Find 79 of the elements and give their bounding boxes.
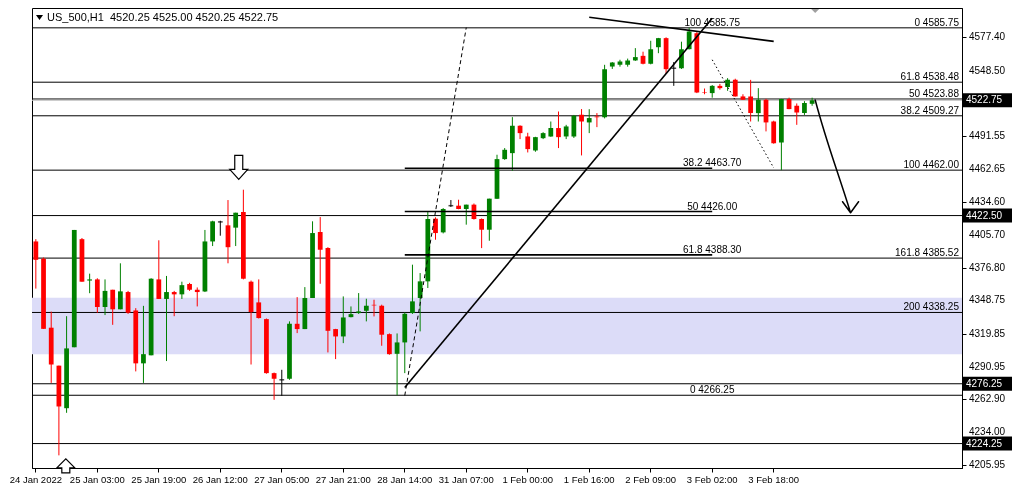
annotation: 50 4426.00 [687, 200, 738, 212]
annotation: 0 4266.25 [689, 384, 735, 396]
x-tick-label: 25 Jan 03:00 [69, 473, 125, 485]
annotation: 61.8 4538.48 [900, 71, 960, 83]
x-tick-label: 26 Jan 12:00 [192, 473, 248, 485]
x-tick-label: 28 Jan 14:00 [377, 473, 433, 485]
candlestick [164, 275, 169, 362]
candlestick [771, 120, 777, 145]
x-tick-label: 31 Jan 07:00 [438, 473, 494, 485]
candlestick [356, 292, 362, 315]
candlestick [571, 114, 577, 139]
y-tick-label: 4262.90 [969, 393, 1006, 405]
x-tick-label: 3 Feb 02:00 [686, 473, 738, 485]
x-tick-label: 27 Jan 21:00 [315, 473, 371, 485]
candlestick [363, 298, 369, 322]
ref-line-label: 4522.75 [966, 94, 1003, 106]
candlestick [433, 216, 438, 241]
candlestick [556, 111, 561, 149]
y-tick-label: 4491.55 [969, 130, 1006, 142]
y-tick-label: 4577.40 [969, 31, 1006, 43]
candlestick [156, 239, 162, 300]
candlestick [194, 286, 200, 307]
x-tick-label: 3 Feb 18:00 [748, 473, 800, 485]
candlestick [748, 79, 754, 122]
candlestick [141, 305, 146, 384]
candlestick [333, 328, 338, 360]
candlestick [33, 238, 39, 290]
candlestick [479, 217, 485, 249]
annotation: 61.8 4388.30 [683, 243, 742, 255]
x-tick-label: 2 Feb 09:00 [625, 473, 677, 485]
ref-line-label: 4276.25 [966, 377, 1003, 389]
candlestick [586, 108, 592, 134]
candlestick [233, 212, 239, 247]
candlestick [317, 216, 323, 285]
annotation: 0 4585.75 [914, 16, 960, 28]
candlestick [171, 290, 177, 317]
candlestick [809, 97, 815, 107]
y-tick-label: 4462.65 [969, 163, 1006, 175]
candlestick [387, 332, 392, 356]
candlestick [417, 272, 423, 332]
candlestick [110, 289, 116, 326]
x-tick-label: 1 Feb 00:00 [502, 473, 554, 485]
annotation: 38.2 4463.70 [683, 157, 742, 169]
candlestick [440, 207, 446, 234]
candlestick [579, 108, 584, 156]
annotation: 161.8 4385.52 [895, 247, 960, 259]
candlestick [179, 281, 185, 300]
y-tick-label: 4376.80 [969, 262, 1006, 274]
annotation: 100 4462.00 [903, 159, 960, 171]
x-tick-label: 25 Jan 19:00 [131, 473, 187, 485]
y-tick-label: 4405.70 [969, 228, 1006, 240]
candlestick [679, 41, 684, 70]
annotation: 50 4523.88 [908, 87, 960, 99]
x-tick-label: 1 Feb 16:00 [563, 473, 615, 485]
ref-line-label: 4224.25 [966, 437, 1003, 449]
annotation: 38.2 4509.27 [900, 104, 960, 116]
x-tick-label: 27 Jan 05:00 [254, 473, 310, 485]
y-tick-label: 4290.95 [969, 360, 1006, 372]
candlestick [340, 295, 346, 344]
candlestick [594, 112, 600, 128]
y-tick-label: 4205.95 [969, 458, 1006, 470]
annotation: 200 4338.25 [903, 301, 960, 313]
y-tick-label: 4348.75 [969, 294, 1006, 306]
candlestick [256, 278, 262, 319]
candlestick [755, 87, 761, 122]
y-tick-label: 4319.85 [969, 327, 1006, 339]
candlestick [525, 132, 531, 153]
x-tick-label: 24 Jan 2022 [9, 473, 62, 485]
candlestick [294, 296, 300, 334]
y-tick-label: 4234.00 [969, 426, 1006, 438]
candlestick [87, 273, 93, 294]
candlestick [794, 102, 800, 126]
candlestick [210, 220, 215, 247]
chart-title: US_500,H1 4520.25 4525.00 4520.25 4522.75 [47, 11, 279, 23]
candlestick [410, 264, 415, 315]
candlestick [118, 262, 123, 310]
y-tick-label: 4434.60 [969, 195, 1006, 207]
y-tick-label: 4548.50 [969, 64, 1006, 76]
ref-line-label: 4422.50 [966, 209, 1003, 221]
